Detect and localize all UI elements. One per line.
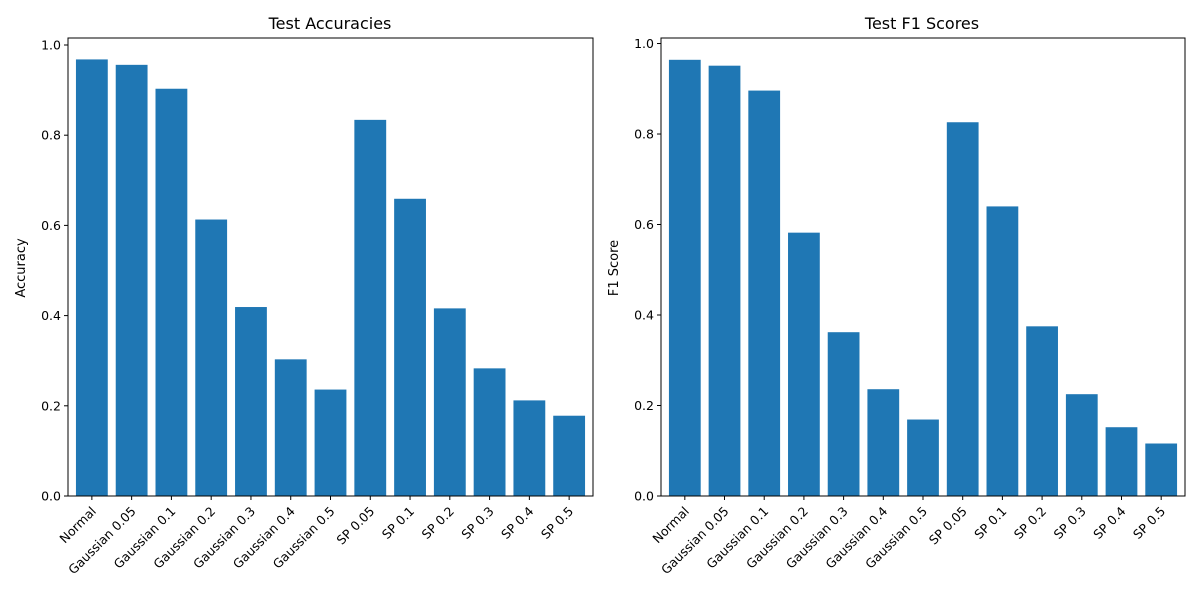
bar	[155, 88, 188, 497]
y-axis-label: Accuracy	[14, 238, 29, 298]
bar	[394, 198, 426, 496]
x-tick-label: SP 0.1	[971, 504, 1009, 542]
bar	[553, 415, 586, 496]
bar	[986, 206, 1019, 496]
bar	[473, 368, 506, 496]
x-tick-label: SP 0.05	[333, 504, 377, 548]
y-tick-label: 0.8	[634, 127, 654, 142]
bar	[708, 65, 741, 496]
bar	[1105, 427, 1138, 496]
y-tick-label: 0.8	[41, 128, 61, 143]
bar	[75, 59, 108, 497]
x-tick-label: SP 0.5	[1130, 504, 1168, 542]
bar	[1065, 394, 1098, 496]
y-tick-label: 0.4	[41, 308, 61, 323]
y-axis-label: F1 Score	[607, 240, 622, 296]
accuracy-chart: Test Accuracies Accuracy 0.0 0.2 0.4 0.6 0.8…	[14, 14, 594, 577]
y-tick-label: 0.2	[41, 398, 61, 413]
bar	[668, 59, 701, 497]
bar	[827, 332, 860, 496]
x-tick-label: SP 0.2	[1011, 504, 1049, 542]
bar	[513, 400, 546, 496]
bar	[115, 64, 148, 496]
bar	[433, 308, 466, 496]
y-tick-label: 1.0	[41, 37, 61, 52]
chart-title: Test Accuracies	[268, 14, 392, 33]
x-tick-label: SP 0.4	[498, 503, 536, 541]
y-tick-label: 0.2	[634, 398, 654, 413]
bar	[1145, 443, 1178, 496]
y-tick-label: 0.0	[41, 489, 61, 504]
x-tick-label: SP 0.4	[1090, 503, 1128, 541]
bar	[235, 307, 267, 496]
y-tick-label: 0.4	[634, 308, 654, 323]
bar	[907, 419, 939, 496]
chart-title: Test F1 Scores	[864, 14, 979, 33]
y-tick-label: 0.6	[41, 218, 61, 233]
y-tick-label: 0.0	[634, 489, 654, 504]
bar	[274, 359, 307, 496]
bar	[748, 90, 781, 496]
y-tick-label: 0.6	[634, 217, 654, 232]
x-tick-label: SP 0.2	[419, 504, 457, 542]
bar	[1026, 326, 1058, 496]
bar	[195, 219, 228, 496]
f1-score-chart: Test F1 Scores F1 Score 0.0 0.2 0.4 0.6 0.8 1…	[607, 14, 1186, 577]
x-tick-label: SP 0.1	[379, 504, 417, 542]
bar	[788, 232, 820, 496]
bar	[354, 119, 387, 497]
y-tick-label: 1.0	[634, 36, 654, 51]
x-tick-label: SP 0.5	[538, 504, 576, 542]
x-tick-label: SP 0.3	[458, 504, 496, 542]
bar	[867, 389, 900, 496]
x-tick-label: SP 0.3	[1050, 504, 1088, 542]
x-tick-label: SP 0.05	[926, 504, 970, 548]
bar	[314, 389, 347, 496]
bar	[946, 122, 979, 496]
